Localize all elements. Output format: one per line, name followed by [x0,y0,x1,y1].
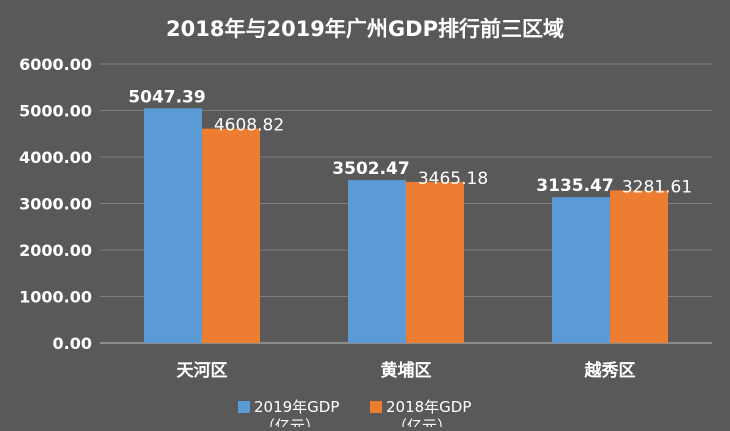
legend-label: 2019年GDP [254,398,339,416]
data-label: 3135.47 [536,176,613,196]
legend-label-unit: （亿元） [392,417,452,427]
y-tick-label: 2000.00 [19,241,92,260]
x-axis: 天河区 黄埔区 越秀区 [177,360,636,381]
chart-title: 2018年与2019年广州GDP排行前三区域 [166,17,564,41]
legend-swatch [238,401,250,413]
y-tick-label: 1000.00 [19,288,92,307]
data-labels: 5047.39 4608.82 3502.47 3465.18 3135.47 3281.… [128,87,692,197]
y-tick-label: 3000.00 [19,195,92,214]
bar [552,197,610,343]
bar [144,108,202,344]
data-label: 3465.18 [418,169,488,189]
bar [348,180,406,343]
data-label: 5047.39 [128,87,205,107]
legend-label: 2018年GDP [386,398,471,416]
bars [144,108,668,344]
x-tick-label: 天河区 [177,361,228,381]
data-label: 3281.61 [622,177,692,197]
y-axis: 0.00 1000.00 2000.00 3000.00 4000.00 5000.00 6… [19,55,92,353]
bar [202,128,260,343]
legend-swatch [370,401,382,413]
y-tick-label: 0.00 [53,334,92,353]
bar [610,190,668,343]
legend-label-unit: （亿元） [260,417,320,427]
data-label: 4608.82 [214,116,284,136]
x-tick-label: 越秀区 [584,360,636,381]
legend: 2019年GDP（亿元）2018年GDP（亿元） [238,398,471,431]
data-label: 3502.47 [332,159,409,179]
y-tick-label: 4000.00 [19,148,92,167]
bar [406,181,464,343]
y-tick-label: 6000.00 [19,55,92,74]
y-tick-label: 5000.00 [19,102,92,121]
x-tick-label: 黄埔区 [381,360,432,381]
